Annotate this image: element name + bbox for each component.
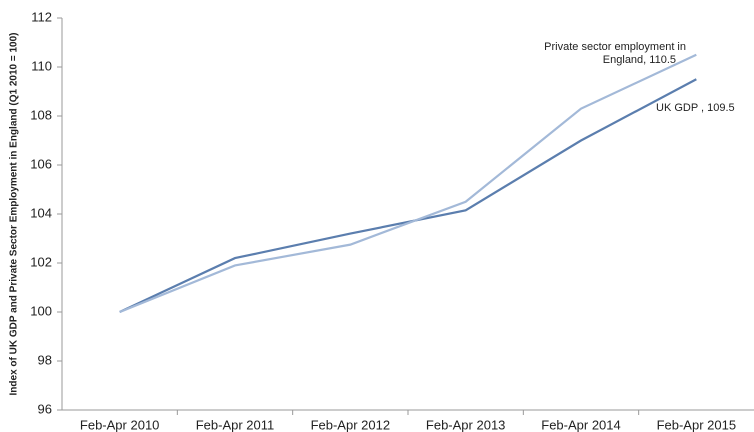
- x-tick-label: Feb-Apr 2014: [541, 417, 621, 432]
- y-tick-label: 110: [31, 58, 52, 73]
- x-tick-label: Feb-Apr 2012: [311, 417, 391, 432]
- annotation: UK GDP , 109.5: [656, 102, 735, 114]
- y-tick-label: 102: [30, 254, 52, 269]
- y-tick-label: 112: [31, 9, 52, 24]
- series-line: [119, 53, 697, 314]
- x-tick-label: Feb-Apr 2015: [657, 417, 737, 432]
- y-tick-label: 106: [30, 156, 52, 171]
- y-tick-label: 108: [30, 107, 52, 122]
- x-tick-label: Feb-Apr 2011: [196, 417, 275, 432]
- y-tick-label: 96: [38, 401, 52, 416]
- y-tick-label: 100: [30, 303, 52, 318]
- y-tick-label: 104: [30, 205, 52, 220]
- series-line: [119, 78, 697, 313]
- annotation: Private sector employment in: [544, 41, 686, 53]
- x-tick-label: Feb-Apr 2013: [426, 417, 506, 432]
- y-tick-label: 98: [38, 352, 52, 367]
- y-axis-label: Index of UK GDP and Private Sector Emplo…: [9, 33, 20, 396]
- x-tick-label: Feb-Apr 2010: [80, 417, 160, 432]
- annotation: England, 110.5: [603, 54, 676, 66]
